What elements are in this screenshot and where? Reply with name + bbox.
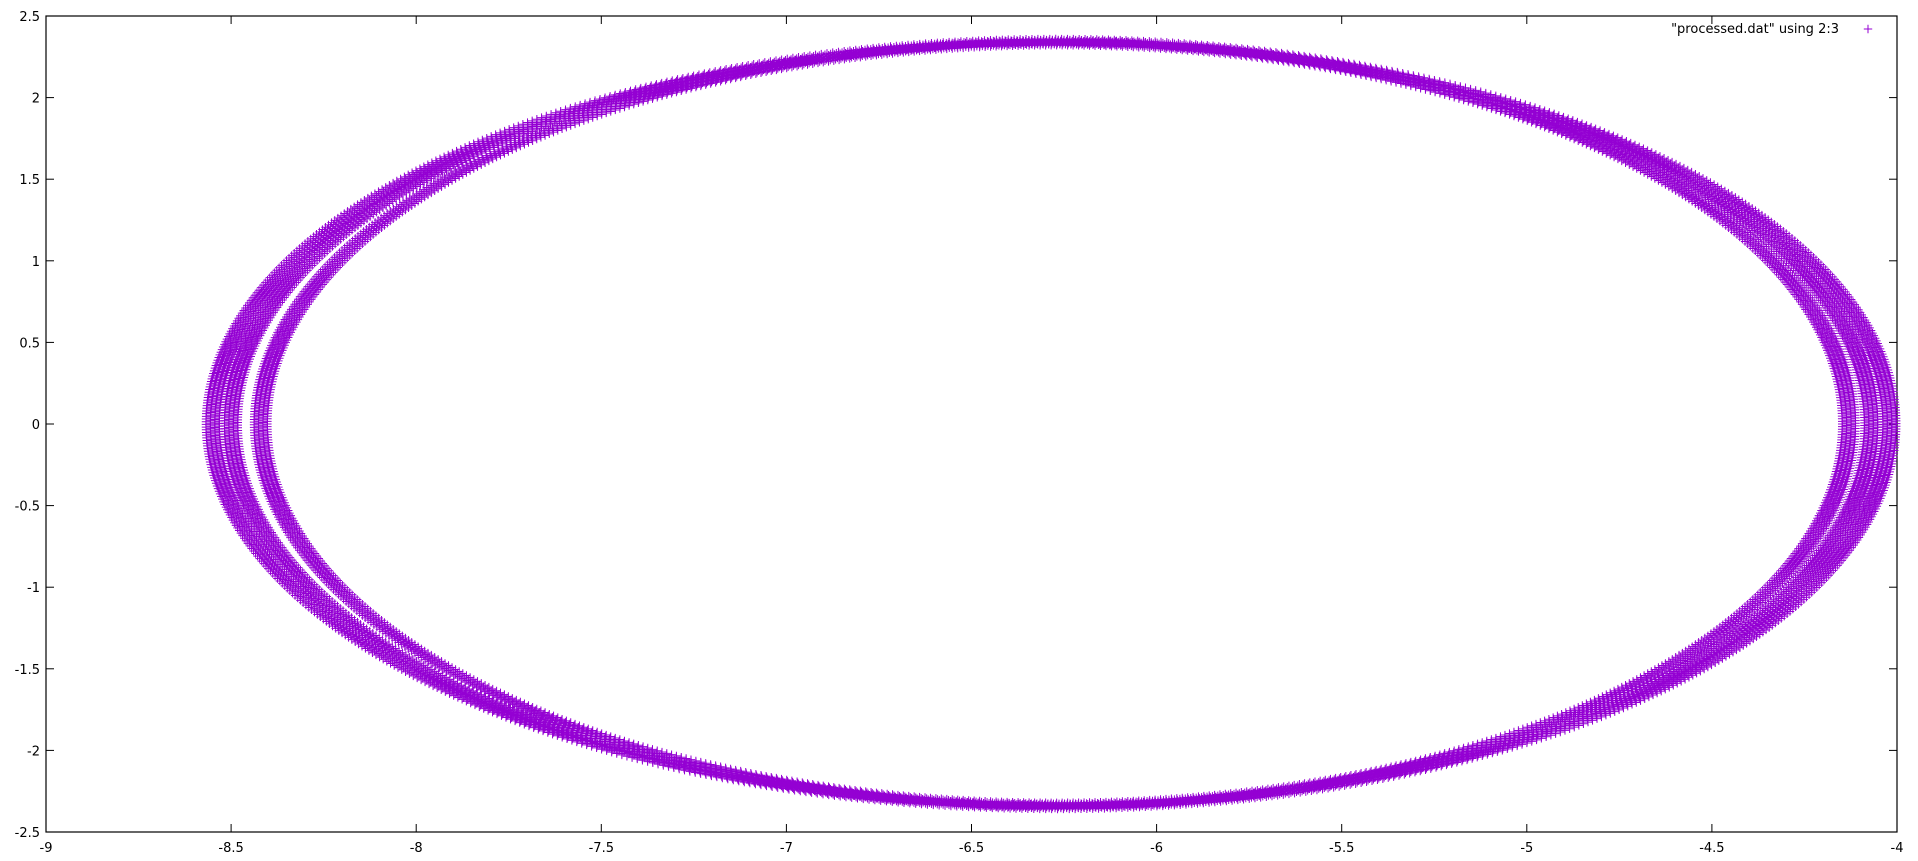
- x-tick-label: -7: [780, 841, 793, 856]
- x-tick-label: -7.5: [589, 841, 614, 856]
- y-tick-label: 2: [32, 92, 40, 107]
- x-tick-label: -5: [1520, 841, 1533, 856]
- x-tick-label: -6: [1150, 841, 1163, 856]
- y-tick-label: 0.5: [19, 336, 40, 351]
- y-tick-label: 0: [32, 418, 40, 433]
- x-tick-label: -4.5: [1699, 841, 1724, 856]
- x-axis-tick-labels: -9 -8.5 -8 -7.5 -7 -6.5 -6 -5.5 -5 -4.5 -4: [40, 841, 1904, 856]
- data-point: [420, 646, 429, 656]
- y-tick-label: 1.5: [19, 173, 40, 188]
- y-tick-label: 2.5: [19, 10, 40, 25]
- x-tick-label: -5.5: [1329, 841, 1354, 856]
- x-tick-label: -8: [410, 841, 423, 856]
- y-tick-label: 1: [32, 255, 40, 270]
- y-tick-label: -2.5: [15, 826, 40, 841]
- y-axis-tick-labels: 2.5 2 1.5 1 0.5 0 -0.5 -1 -1.5 -2 -2.5: [15, 10, 40, 841]
- x-tick-label: -4: [1891, 841, 1904, 856]
- tick-marks: [45, 15, 1898, 833]
- y-tick-label: -1.5: [15, 663, 40, 678]
- x-tick-label: -8.5: [218, 841, 243, 856]
- y-tick-label: -1: [27, 581, 40, 596]
- x-tick-label: -6.5: [959, 841, 984, 856]
- y-tick-label: -2: [27, 744, 40, 759]
- y-tick-label: -0.5: [15, 500, 40, 515]
- x-tick-label: -9: [40, 841, 53, 856]
- data-points: [201, 34, 1901, 814]
